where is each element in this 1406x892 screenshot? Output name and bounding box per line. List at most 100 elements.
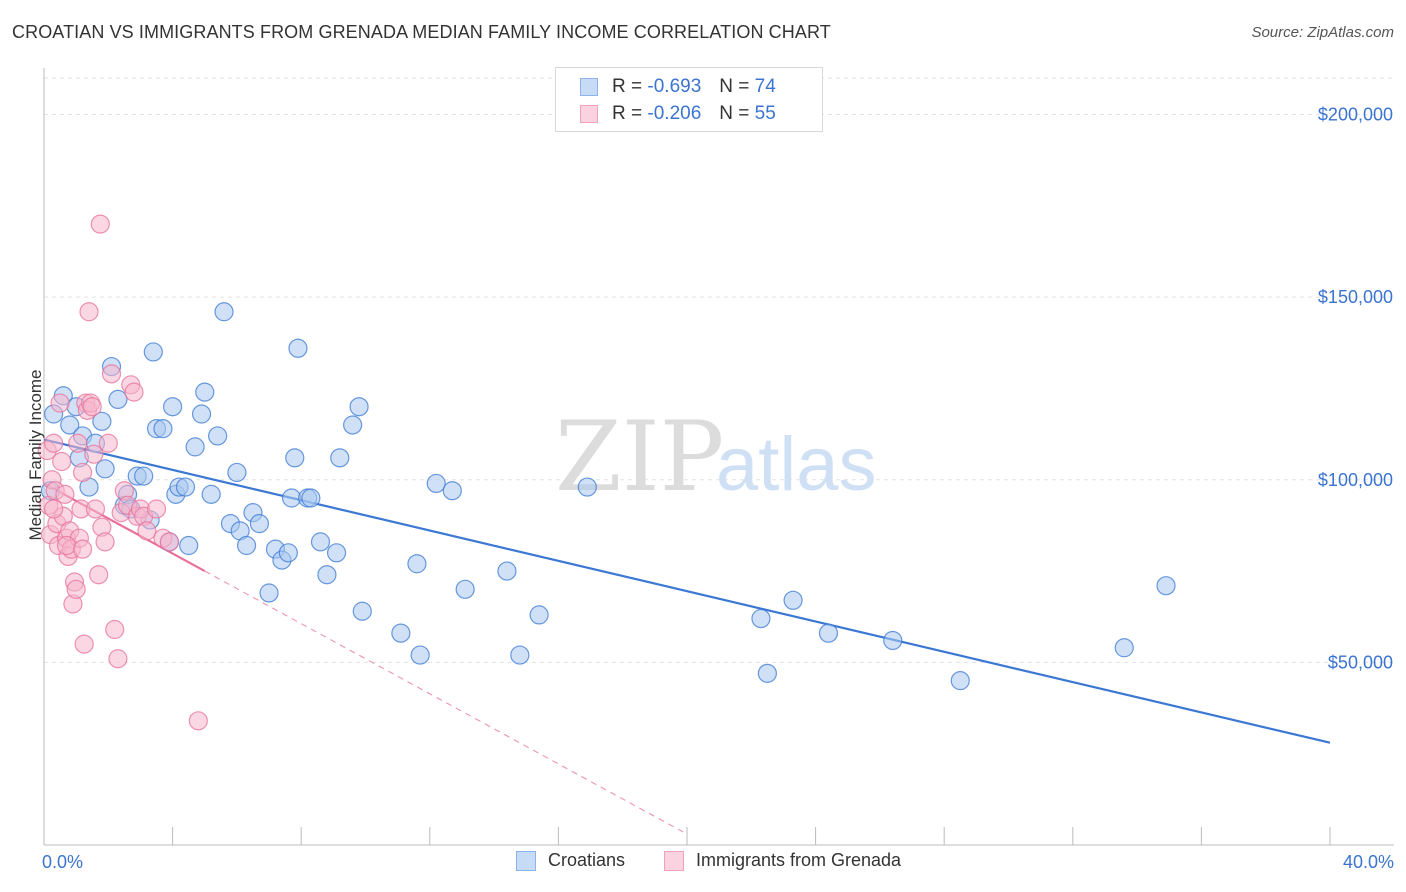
point-grenada: [84, 444, 104, 464]
point-croatians: [134, 466, 154, 486]
point-croatians: [442, 481, 462, 501]
point-croatians: [391, 623, 411, 643]
point-grenada: [108, 649, 128, 669]
point-grenada: [89, 565, 109, 585]
point-croatians: [278, 543, 298, 563]
legend-r-label: R =: [612, 103, 643, 124]
point-grenada: [72, 462, 93, 483]
x-min-label: 0.0%: [42, 852, 84, 872]
source-label: Source: ZipAtlas.com: [1251, 24, 1394, 41]
point-grenada: [85, 499, 106, 519]
point-croatians: [195, 382, 215, 402]
watermark-atlas: atlas: [716, 422, 877, 507]
legend-n-value: 55: [754, 103, 776, 124]
y-tick-label: $150,000: [1318, 287, 1393, 307]
watermark-zip: ZIP: [555, 401, 724, 513]
point-croatians: [349, 397, 369, 417]
grenada-label: Immigrants from Grenada: [696, 850, 902, 870]
point-croatians: [410, 645, 430, 665]
point-croatians: [214, 302, 234, 322]
point-croatians: [92, 411, 112, 431]
point-croatians: [317, 565, 337, 585]
point-croatians: [185, 437, 205, 457]
point-croatians: [343, 415, 363, 435]
legend-item-grenada[interactable]: Immigrants from Grenada: [664, 850, 901, 871]
watermark: ZIP atlas: [555, 401, 877, 513]
legend-r-value: -0.693: [647, 76, 702, 97]
point-grenada: [90, 214, 110, 234]
point-croatians: [577, 477, 597, 497]
croatians-swatch: [516, 850, 536, 871]
point-grenada: [56, 535, 77, 556]
point-croatians: [60, 415, 80, 435]
point-grenada: [101, 364, 122, 384]
point-grenada: [50, 393, 70, 413]
point-grenada: [55, 484, 75, 504]
point-croatians: [883, 630, 903, 651]
legend-swatch-pink: [580, 105, 598, 123]
point-croatians: [95, 459, 115, 479]
y-tick-label: $100,000: [1318, 470, 1393, 490]
legend-n-label: N =: [719, 103, 750, 124]
point-croatians: [108, 389, 128, 410]
point-grenada: [188, 711, 208, 731]
grid-lines: [44, 77, 1394, 663]
point-grenada: [82, 397, 102, 417]
point-grenada: [79, 302, 99, 322]
point-croatians: [455, 579, 475, 599]
point-croatians: [143, 342, 163, 362]
point-croatians: [175, 477, 196, 497]
point-grenada: [44, 499, 64, 519]
point-grenada: [146, 499, 167, 519]
point-croatians: [201, 484, 221, 504]
trend-line-croatians: [43, 438, 1331, 744]
point-grenada: [52, 451, 72, 472]
point-croatians: [301, 488, 321, 508]
axes: [43, 68, 1394, 846]
point-grenada: [137, 521, 157, 541]
legend-item-croatians[interactable]: Croatians: [516, 850, 625, 871]
point-croatians: [288, 338, 308, 358]
point-grenada: [159, 532, 179, 552]
point-croatians: [529, 605, 549, 625]
point-croatians: [330, 448, 350, 468]
point-croatians: [285, 448, 305, 468]
point-croatians: [407, 554, 427, 574]
point-croatians: [179, 535, 199, 556]
point-grenada: [72, 539, 93, 559]
croatians-label: Croatians: [548, 850, 626, 870]
y-tick-label: $200,000: [1318, 105, 1393, 125]
point-croatians: [259, 583, 279, 603]
y-tick-label: $50,000: [1328, 652, 1393, 672]
point-croatians: [497, 561, 517, 581]
point-grenada: [68, 433, 88, 453]
legend-r-value: -0.206: [647, 103, 702, 124]
point-croatians: [163, 397, 183, 417]
legend-row-grenada: R = -0.206 N = 55: [580, 102, 776, 126]
stats-legend: R = -0.693 N = 74 R = -0.206 N = 55: [555, 67, 823, 132]
legend-row-croatians: R = -0.693 N = 74: [580, 75, 776, 99]
grenada-swatch: [664, 850, 684, 871]
data-points: [37, 214, 1176, 731]
point-grenada: [124, 382, 144, 402]
point-grenada: [74, 634, 94, 654]
point-croatians: [249, 513, 270, 534]
chart-title: CROATIAN VS IMMIGRANTS FROM GRENADA MEDI…: [12, 22, 831, 42]
point-croatians: [352, 601, 372, 621]
legend-n-value: 74: [754, 76, 776, 97]
point-grenada: [95, 532, 115, 552]
point-croatians: [1156, 576, 1176, 596]
y-axis-label: Median Family Income: [26, 369, 45, 541]
point-croatians: [281, 488, 302, 508]
point-croatians: [1114, 638, 1134, 658]
point-croatians: [426, 473, 446, 494]
point-croatians: [757, 663, 777, 683]
legend-swatch-blue: [580, 78, 598, 96]
point-croatians: [153, 419, 173, 439]
legend-r-label: R =: [612, 76, 643, 97]
point-croatians: [208, 426, 228, 446]
point-croatians: [326, 543, 347, 563]
point-grenada: [66, 579, 86, 599]
point-croatians: [227, 462, 247, 483]
